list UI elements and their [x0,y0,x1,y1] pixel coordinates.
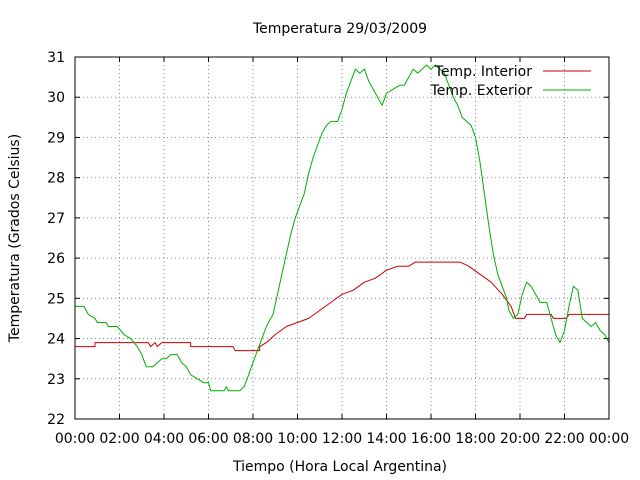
y-tick-label: 22 [47,412,65,428]
x-tick-label: 16:00 [411,431,451,447]
y-tick-label: 25 [47,291,65,307]
x-tick-label: 04:00 [144,431,184,447]
series-line-1 [75,261,609,352]
legend-label-1: Temp. Interior [434,64,533,80]
x-tick-label: 02:00 [99,431,139,447]
axis-ticks: 00:00 02:00 04:00 06:00 08:00 10:00 12:00 14:00… [47,50,629,447]
y-tick-label: 29 [47,130,65,146]
y-axis-label: Temperatura (Grados Celsius) [7,134,23,343]
x-tick-label: 00:00 [55,431,95,447]
y-tick-label: 24 [47,332,65,348]
grid [75,57,609,419]
x-tick-label: 06:00 [188,431,228,447]
x-tick-label: 14:00 [366,431,406,447]
x-tick-label: 22:00 [544,431,584,447]
x-tick-label: 20:00 [500,431,540,447]
y-tick-label: 30 [47,90,65,106]
y-tick-label: 28 [47,171,65,187]
y-tick-label: 23 [47,372,65,388]
y-tick-label: 31 [47,50,65,66]
x-tick-label: 12:00 [322,431,362,447]
x-axis-label: Tiempo (Hora Local Argentina) [232,459,447,475]
series-group [75,64,610,392]
legend-label-2: Temp. Exterior [430,83,533,99]
x-tick-label: 18:00 [455,431,495,447]
x-tick-label: 00:00 [589,431,629,447]
x-tick-label: 08:00 [233,431,273,447]
plot-frame [74,56,610,420]
series-line-2 [75,64,610,392]
legend: Temp. Interior Temp. Exterior [430,64,591,99]
chart-title: Temperatura 29/03/2009 [252,21,427,37]
x-tick-label: 10:00 [277,431,317,447]
y-tick-label: 27 [47,211,65,227]
y-tick-label: 26 [47,251,65,267]
